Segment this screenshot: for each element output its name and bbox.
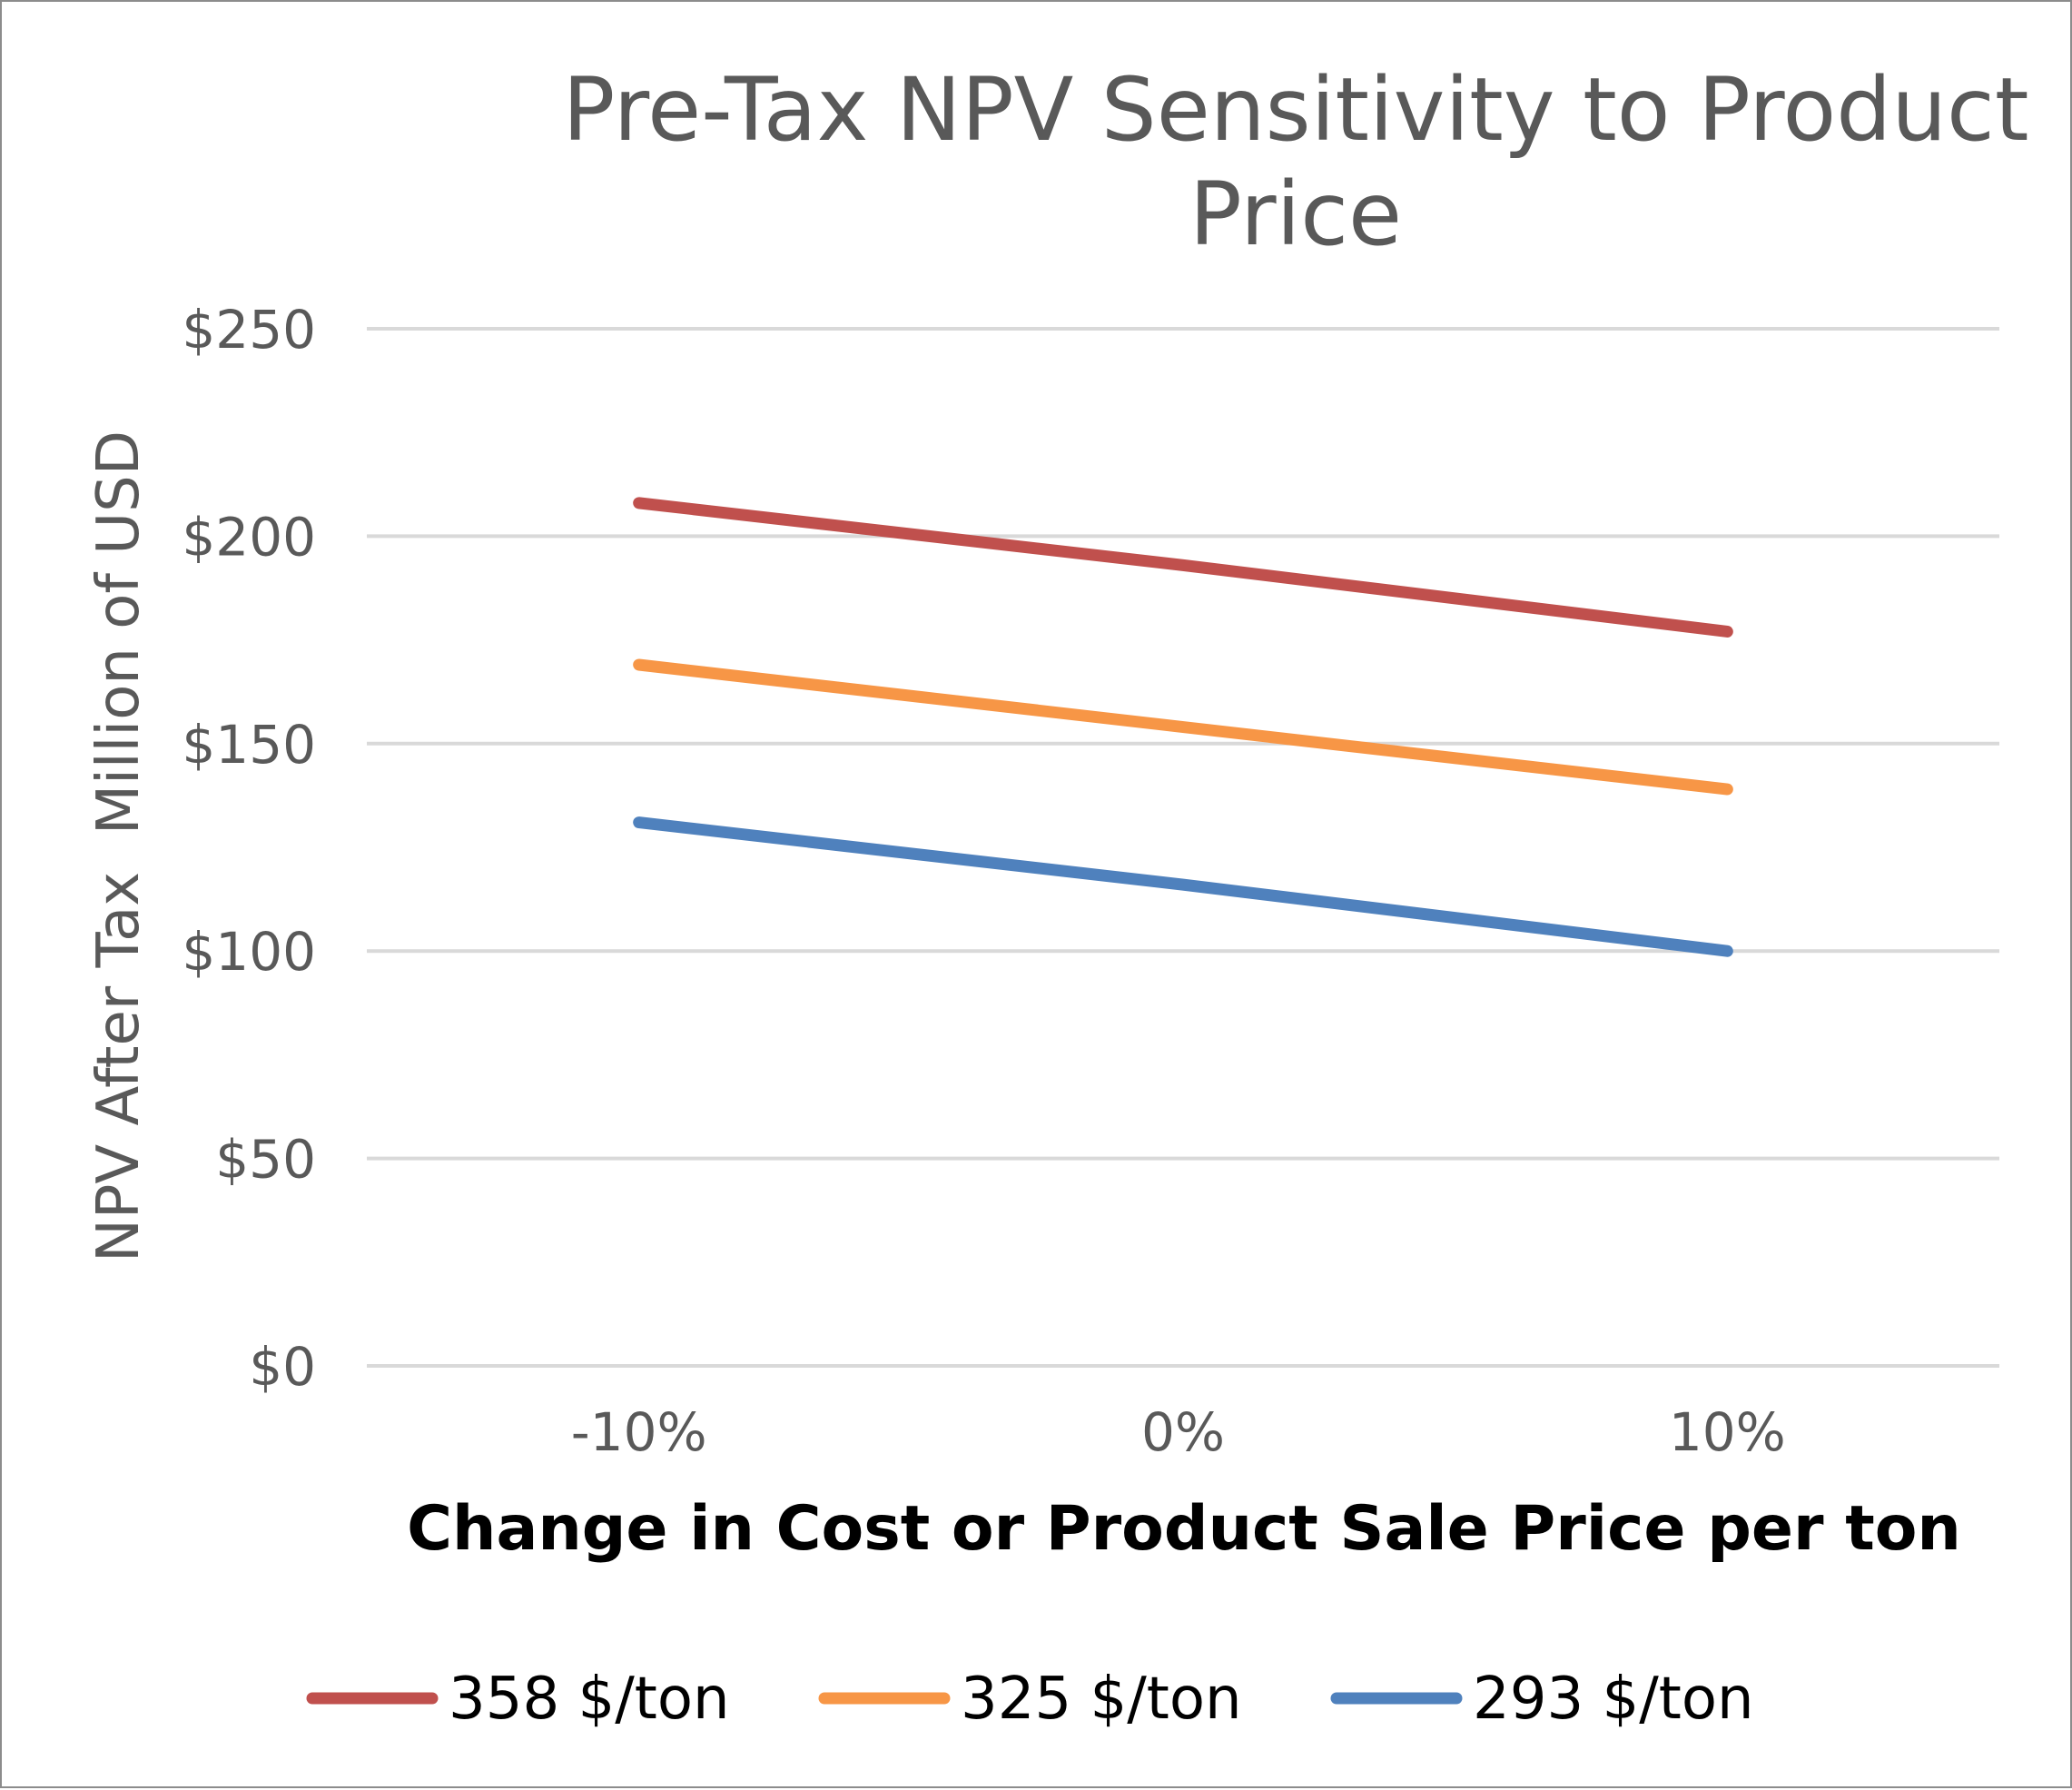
legend: 358 $/ton 325 $/ton 293 $/ton (306, 1666, 1754, 1733)
legend-label-3: 293 $/ton (1473, 1666, 1754, 1733)
series-line-1 (633, 497, 1733, 638)
chart-title-line-2: Price (1189, 163, 1402, 265)
series-line-3 (633, 816, 1733, 957)
legend-label-1: 358 $/ton (449, 1666, 730, 1733)
x-tick-label: 10% (1669, 1401, 1786, 1463)
gridlines (367, 327, 1999, 1368)
y-axis-label: NPV After Tax Million of USD (85, 430, 153, 1262)
y-tick-label: $100 (182, 921, 316, 983)
y-tick-label: $0 (249, 1336, 316, 1398)
y-tick-label: $50 (215, 1129, 316, 1191)
y-tick-label: $150 (182, 714, 316, 776)
y-tick-label: $200 (182, 506, 316, 568)
x-tick-label: -10% (571, 1401, 707, 1463)
y-tick-label: $250 (182, 299, 316, 361)
series-lines (633, 497, 1733, 957)
series-line-2 (633, 658, 1733, 796)
legend-label-2: 325 $/ton (961, 1666, 1242, 1733)
x-axis-ticks: -10% 0% 10% (571, 1401, 1786, 1463)
x-tick-label: 0% (1141, 1401, 1225, 1463)
x-axis-label: Change in Cost or Product Sale Price per… (407, 1493, 1961, 1565)
y-axis-ticks: $0 $50 $100 $150 $200 $250 (182, 299, 316, 1398)
chart-title-line-1: Pre-Tax NPV Sensitivity to Product (563, 59, 2029, 161)
